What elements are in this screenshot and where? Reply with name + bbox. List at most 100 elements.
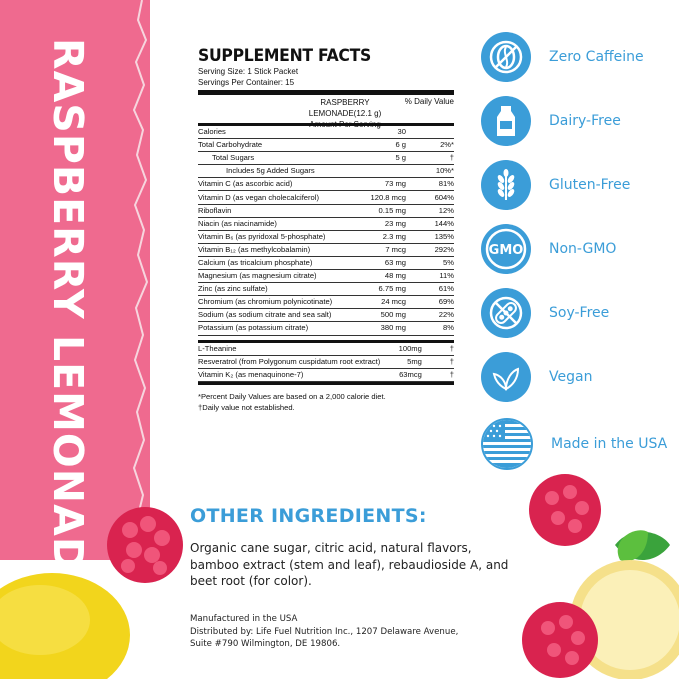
nutrient-amount: 30 xyxy=(354,126,406,140)
nutrient-name: Total Carbohydrate xyxy=(198,138,354,153)
nutrient-daily-value: 604% xyxy=(406,190,454,205)
nutrient-daily-value: 12% xyxy=(406,204,454,218)
nutrient-row: Vitamin B₁₂ (as methylcobalamin) 7 mcg 292… xyxy=(198,243,454,257)
nutrient-row: Vitamin D (as vegan cholecalciferol) 120.… xyxy=(198,190,454,205)
nutrient-row: Niacin (as niacinamide) 23 mg 144% xyxy=(198,217,454,231)
nutrient-name: Niacin (as niacinamide) xyxy=(198,217,354,231)
milk-bottle-icon xyxy=(481,96,531,146)
vertical-product-title: RASPBERRY LEMONADE xyxy=(36,38,100,601)
nutrient-daily-value: 81% xyxy=(406,177,454,192)
nutrient-daily-value: † xyxy=(421,355,454,369)
serving-size: Serving Size: 1 Stick Packet xyxy=(198,67,299,76)
nutrient-name: Riboflavin xyxy=(198,204,354,218)
nutrient-name: Sodium (as sodium citrate and sea salt) xyxy=(198,308,354,323)
gmo-icon-text: GMO xyxy=(489,243,524,258)
leaf-icon xyxy=(481,352,531,402)
nutrient-row: Calories 30 xyxy=(198,126,454,140)
distributor-line: Distributed by: Life Fuel Nutrition Inc.… xyxy=(190,626,459,637)
nutrient-table: Calories 30 Total Carbohydrate 6 g 2%* Total … xyxy=(198,126,454,336)
supplement-facts-panel: SUPPLEMENT FACTS Serving Size: 1 Stick P… xyxy=(198,46,454,413)
badge-label: Zero Caffeine xyxy=(549,49,644,65)
nutrient-name: Vitamin B₆ (as pyridoxal 5-phosphate) xyxy=(198,230,354,244)
badge-zero-caffeine: Zero Caffeine xyxy=(481,32,644,82)
amount-per-serving-label: Amount Per Serving xyxy=(309,120,381,129)
nutrient-amount: 5 g xyxy=(354,151,406,166)
nutrient-name: Chromium (as chromium polynicotinate) xyxy=(198,295,354,310)
nutrient-daily-value xyxy=(406,126,454,140)
nutrient-row: Total Carbohydrate 6 g 2%* xyxy=(198,138,454,153)
badge-made-in-usa: Made in the USA xyxy=(481,418,667,470)
badge-non-gmo: GMO Non-GMO xyxy=(481,224,616,274)
footnote-dv: *Percent Daily Values are based on a 2,0… xyxy=(198,391,386,401)
nutrient-daily-value: 69% xyxy=(406,295,454,310)
badge-label: Non-GMO xyxy=(549,241,617,257)
footnote-dagger: †Daily value not established. xyxy=(198,402,295,412)
nutrient-amount: 120.8 mcg xyxy=(354,190,406,205)
footnotes: *Percent Daily Values are based on a 2,0… xyxy=(198,391,454,413)
nutrient-name: Calcium (as tricalcium phosphate) xyxy=(198,256,354,271)
nutrient-daily-value: 5% xyxy=(406,256,454,271)
nutrient-row: Sodium (as sodium citrate and sea salt) 5… xyxy=(198,308,454,323)
nutrient-daily-value: 144% xyxy=(406,217,454,231)
nutrient-row: Vitamin C (as ascorbic acid) 73 mg 81% xyxy=(198,177,454,192)
manufacturer-info: Manufactured in the USA Distributed by: … xyxy=(190,613,510,651)
gmo-icon: GMO xyxy=(481,224,531,274)
wheat-icon xyxy=(481,160,531,210)
servings-per-container: Servings Per Container: 15 xyxy=(198,78,295,87)
nutrient-row: Vitamin B₆ (as pyridoxal 5-phosphate) 2.3… xyxy=(198,230,454,244)
nutrient-daily-value: † xyxy=(406,151,454,166)
nutrient-name: Resveratrol (from Polygonum cuspidatum r… xyxy=(198,355,381,369)
nutrient-row: Zinc (as zinc sulfate) 6.75 mg 61% xyxy=(198,282,454,297)
nutrient-amount: 6.75 mg xyxy=(354,282,406,297)
lemon-left-image xyxy=(0,573,130,679)
nutrient-row: Riboflavin 0.15 mg 12% xyxy=(198,204,454,218)
soybean-icon xyxy=(481,288,531,338)
torn-edge xyxy=(128,0,149,560)
nutrient-daily-value: 8% xyxy=(406,321,454,336)
nutrient-daily-value: 135% xyxy=(406,230,454,244)
divider xyxy=(198,381,454,385)
nutrient-name: Vitamin K₂ (as menaquinone-7) xyxy=(198,368,381,382)
badge-label: Dairy-Free xyxy=(549,113,621,129)
nutrient-amount: 23 mg xyxy=(354,217,406,231)
badge-label: Soy-Free xyxy=(549,305,610,321)
other-nutrient-table: L-Theanine 100mg † Resveratrol (from Polygo… xyxy=(198,342,454,382)
nutrient-amount: 380 mg xyxy=(354,321,406,336)
other-ingredients-title: OTHER INGREDIENTS: xyxy=(190,505,427,527)
nutrient-row: L-Theanine 100mg † xyxy=(198,342,454,356)
nutrient-row: Magnesium (as magnesium citrate) 48 mg 11% xyxy=(198,269,454,284)
facts-title: SUPPLEMENT FACTS xyxy=(198,46,371,66)
nutrient-daily-value: 2%* xyxy=(406,138,454,153)
nutrient-row: Calcium (as tricalcium phosphate) 63 mg 5% xyxy=(198,256,454,271)
nutrient-amount: 63mcg xyxy=(380,368,422,382)
nutrient-daily-value: 22% xyxy=(406,308,454,323)
nutrient-name: Vitamin D (as vegan cholecalciferol) xyxy=(198,190,354,205)
nutrient-row: Potassium (as potassium citrate) 380 mg 8% xyxy=(198,321,454,336)
nutrient-name: Zinc (as zinc sulfate) xyxy=(198,282,354,297)
badge-label: Vegan xyxy=(549,369,593,385)
nutrient-name: Includes 5g Added Sugars xyxy=(198,164,354,179)
nutrient-amount: 63 mg xyxy=(354,256,406,271)
nutrient-daily-value: 61% xyxy=(406,282,454,297)
nutrient-row: Resveratrol (from Polygonum cuspidatum r… xyxy=(198,355,454,369)
fruit-right-image xyxy=(522,474,679,679)
badge-soy-free: Soy-Free xyxy=(481,288,609,338)
nutrient-amount xyxy=(354,164,406,179)
nutrient-name: Calories xyxy=(198,126,354,140)
product-column-header: RASPBERRY LEMONADE(12.1 g) Amount Per Se… xyxy=(290,97,400,130)
nutrient-name: L-Theanine xyxy=(198,342,381,356)
nutrient-amount: 0.15 mg xyxy=(354,204,406,218)
badge-label: Gluten-Free xyxy=(549,177,631,193)
nutrient-name: Magnesium (as magnesium citrate) xyxy=(198,269,354,284)
raspberry-left-image xyxy=(107,507,183,583)
nutrient-row: Vitamin K₂ (as menaquinone-7) 63mcg † xyxy=(198,368,454,382)
nutrient-daily-value: 292% xyxy=(406,243,454,257)
address-line: Suite #790 Wilmington, DE 19806. xyxy=(190,639,341,649)
divider xyxy=(198,339,454,343)
nutrient-name: Vitamin B₁₂ (as methylcobalamin) xyxy=(198,243,354,257)
facts-header: RASPBERRY LEMONADE(12.1 g) Amount Per Se… xyxy=(198,95,454,129)
product-name: RASPBERRY LEMONADE xyxy=(44,38,92,601)
other-ingredients-text: Organic cane sugar, citric acid, natural… xyxy=(190,541,509,588)
nutrient-daily-value: † xyxy=(421,342,454,356)
badge-gluten-free: Gluten-Free xyxy=(481,160,630,210)
